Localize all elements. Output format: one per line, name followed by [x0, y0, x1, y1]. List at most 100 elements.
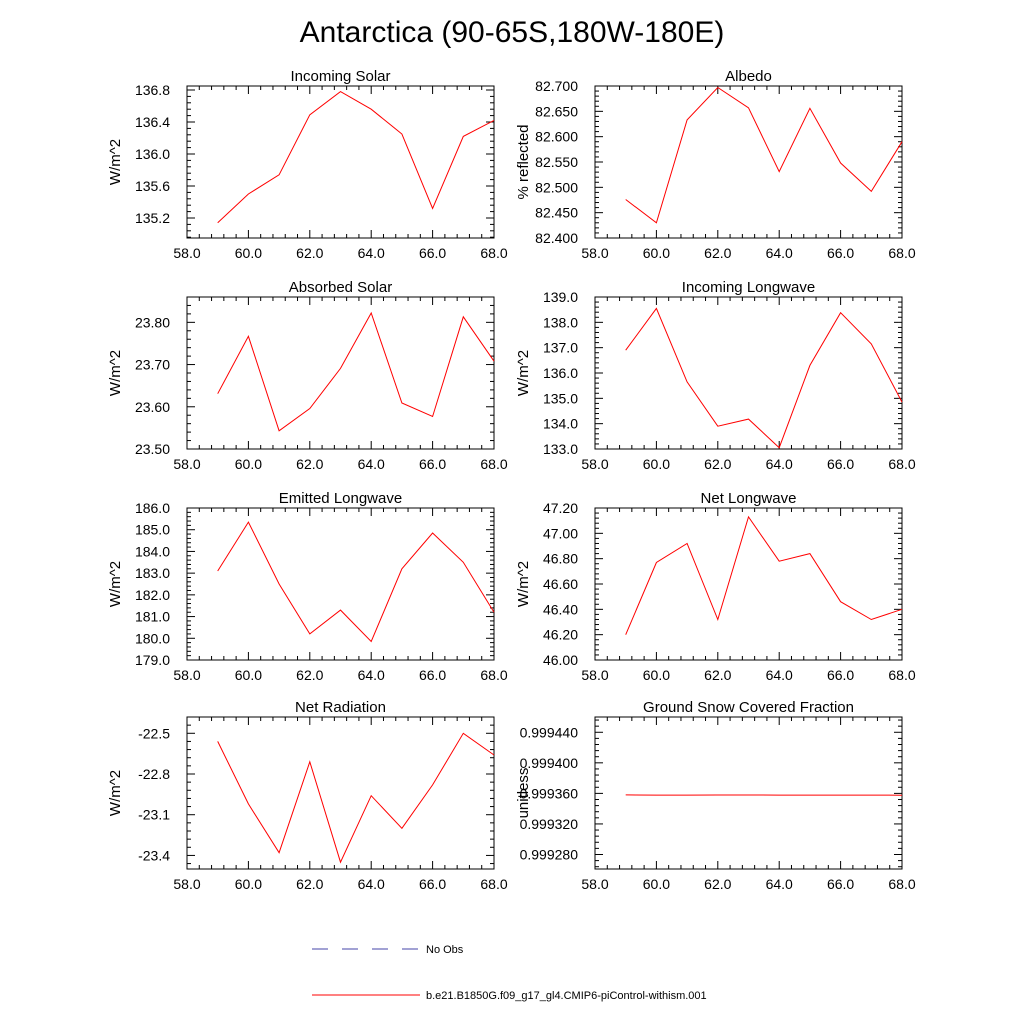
- x-tick-label: 66.0: [419, 245, 446, 261]
- y-tick-label: 0.999400: [520, 755, 579, 771]
- y-axis-label: W/m^2: [107, 350, 124, 396]
- panel-title: Net Longwave: [701, 490, 797, 507]
- x-tick-label: 66.0: [827, 456, 854, 472]
- x-tick-label: 64.0: [358, 245, 385, 261]
- x-tick-label: 58.0: [173, 876, 200, 892]
- y-tick-label: 46.00: [543, 652, 578, 668]
- y-tick-label: 82.700: [535, 78, 578, 94]
- x-tick-label: 64.0: [766, 245, 793, 261]
- x-tick-label: 62.0: [296, 245, 323, 261]
- x-tick-label: 58.0: [581, 456, 608, 472]
- panel-title: Emitted Longwave: [279, 490, 402, 507]
- x-tick-label: 66.0: [419, 876, 446, 892]
- y-tick-label: 82.550: [535, 154, 578, 170]
- y-tick-label: -23.1: [138, 807, 170, 823]
- x-tick-label: 64.0: [766, 876, 793, 892]
- panels: Incoming Solar W/m^2 58.0 60.0 62.0 64.0 66.0 6…: [107, 68, 916, 892]
- x-tick-label: 68.0: [888, 456, 915, 472]
- x-tick-label: 66.0: [419, 667, 446, 683]
- y-tick-label: 137.0: [543, 340, 578, 356]
- panel-title: Incoming Longwave: [682, 279, 815, 296]
- y-tick-label: 46.20: [543, 627, 578, 643]
- panel-title: Albedo: [725, 68, 772, 85]
- x-tick-label: 62.0: [704, 667, 731, 683]
- legend-label-no-obs: No Obs: [426, 944, 464, 956]
- y-tick-label: 47.20: [543, 500, 578, 516]
- y-tick-label: 46.40: [543, 601, 578, 617]
- y-tick-label: 181.0: [135, 609, 170, 625]
- panel-title: Incoming Solar: [290, 68, 390, 85]
- y-tick-label: 46.80: [543, 551, 578, 567]
- y-tick-label: -23.4: [138, 847, 170, 863]
- y-tick-label: 82.650: [535, 103, 578, 119]
- x-tick-label: 62.0: [296, 876, 323, 892]
- y-tick-label: 82.600: [535, 129, 578, 145]
- series-line-net-radiation: [217, 732, 495, 864]
- series-line-absorbed-solar: [217, 311, 495, 432]
- plot-frame: [186, 296, 495, 450]
- plot-frame: [186, 85, 495, 239]
- x-tick-label: 62.0: [704, 456, 731, 472]
- x-tick-label: 68.0: [480, 245, 507, 261]
- panel-emitted-longwave: Emitted Longwave W/m^2 58.0 60.0 62.0 64.0 66.…: [107, 490, 508, 683]
- x-tick-label: 58.0: [173, 245, 200, 261]
- series-line-incoming-longwave: [625, 307, 903, 449]
- x-tick-label: 60.0: [643, 456, 670, 472]
- x-tick-label: 68.0: [888, 245, 915, 261]
- plot-frame: [186, 507, 495, 661]
- plot-frame: [186, 716, 495, 870]
- y-tick-label: 182.0: [135, 587, 170, 603]
- y-axis-label: % reflected: [515, 124, 532, 199]
- y-tick-label: -22.8: [138, 766, 170, 782]
- panel-incoming-longwave: Incoming Longwave W/m^2 58.0 60.0 62.0 64.0 66…: [515, 279, 916, 472]
- y-tick-label: 136.0: [543, 365, 578, 381]
- y-tick-label: 180.0: [135, 630, 170, 646]
- y-tick-label: 23.70: [135, 357, 170, 373]
- x-tick-label: 62.0: [296, 456, 323, 472]
- plot-frame: [594, 507, 903, 661]
- y-tick-label: 47.00: [543, 525, 578, 541]
- y-tick-label: 23.50: [135, 441, 170, 457]
- y-tick-label: 0.999440: [520, 724, 579, 740]
- y-tick-label: 133.0: [543, 441, 578, 457]
- x-tick-label: 60.0: [235, 456, 262, 472]
- y-axis-label: unitless: [515, 768, 532, 819]
- y-tick-label: 46.60: [543, 576, 578, 592]
- panel-albedo: Albedo % reflected 58.0 60.0 62.0 64.0 66.0 68.…: [515, 68, 916, 261]
- y-tick-label: 82.400: [535, 230, 578, 246]
- panel-title: Absorbed Solar: [289, 279, 392, 296]
- x-tick-label: 64.0: [766, 456, 793, 472]
- x-tick-label: 58.0: [581, 667, 608, 683]
- y-tick-label: 0.999360: [520, 785, 579, 801]
- x-tick-label: 64.0: [358, 456, 385, 472]
- x-tick-label: 60.0: [235, 876, 262, 892]
- panel-incoming-solar: Incoming Solar W/m^2 58.0 60.0 62.0 64.0 66.0 6…: [107, 68, 508, 261]
- y-axis-label: W/m^2: [515, 350, 532, 396]
- x-tick-label: 64.0: [358, 876, 385, 892]
- x-tick-label: 62.0: [704, 876, 731, 892]
- series-line-net-longwave: [625, 515, 903, 635]
- legend-label-model: b.e21.B1850G.f09_g17_gl4.CMIP6-piControl…: [426, 990, 707, 1002]
- x-tick-label: 60.0: [235, 245, 262, 261]
- x-tick-label: 58.0: [173, 456, 200, 472]
- x-tick-label: 66.0: [827, 667, 854, 683]
- y-tick-label: 183.0: [135, 565, 170, 581]
- x-tick-label: 64.0: [358, 667, 385, 683]
- y-tick-label: 136.8: [135, 82, 170, 98]
- x-tick-label: 58.0: [173, 667, 200, 683]
- y-tick-label: 0.999320: [520, 816, 579, 832]
- figure-title: Antarctica (90-65S,180W-180E): [300, 16, 725, 49]
- x-tick-label: 68.0: [480, 456, 507, 472]
- x-tick-label: 60.0: [643, 876, 670, 892]
- panel-net-longwave: Net Longwave W/m^2 58.0 60.0 62.0 64.0 66.0 68.…: [515, 490, 916, 683]
- x-tick-label: 68.0: [888, 876, 915, 892]
- x-tick-label: 66.0: [827, 245, 854, 261]
- y-axis-label: W/m^2: [107, 770, 124, 816]
- x-tick-label: 62.0: [704, 245, 731, 261]
- y-tick-label: 82.500: [535, 179, 578, 195]
- y-tick-label: 136.0: [135, 146, 170, 162]
- x-tick-label: 68.0: [480, 667, 507, 683]
- panel-net-radiation: Net Radiation W/m^2 58.0 60.0 62.0 64.0 66.0 68…: [107, 699, 508, 892]
- x-tick-label: 66.0: [419, 456, 446, 472]
- panel-title: Net Radiation: [295, 699, 386, 716]
